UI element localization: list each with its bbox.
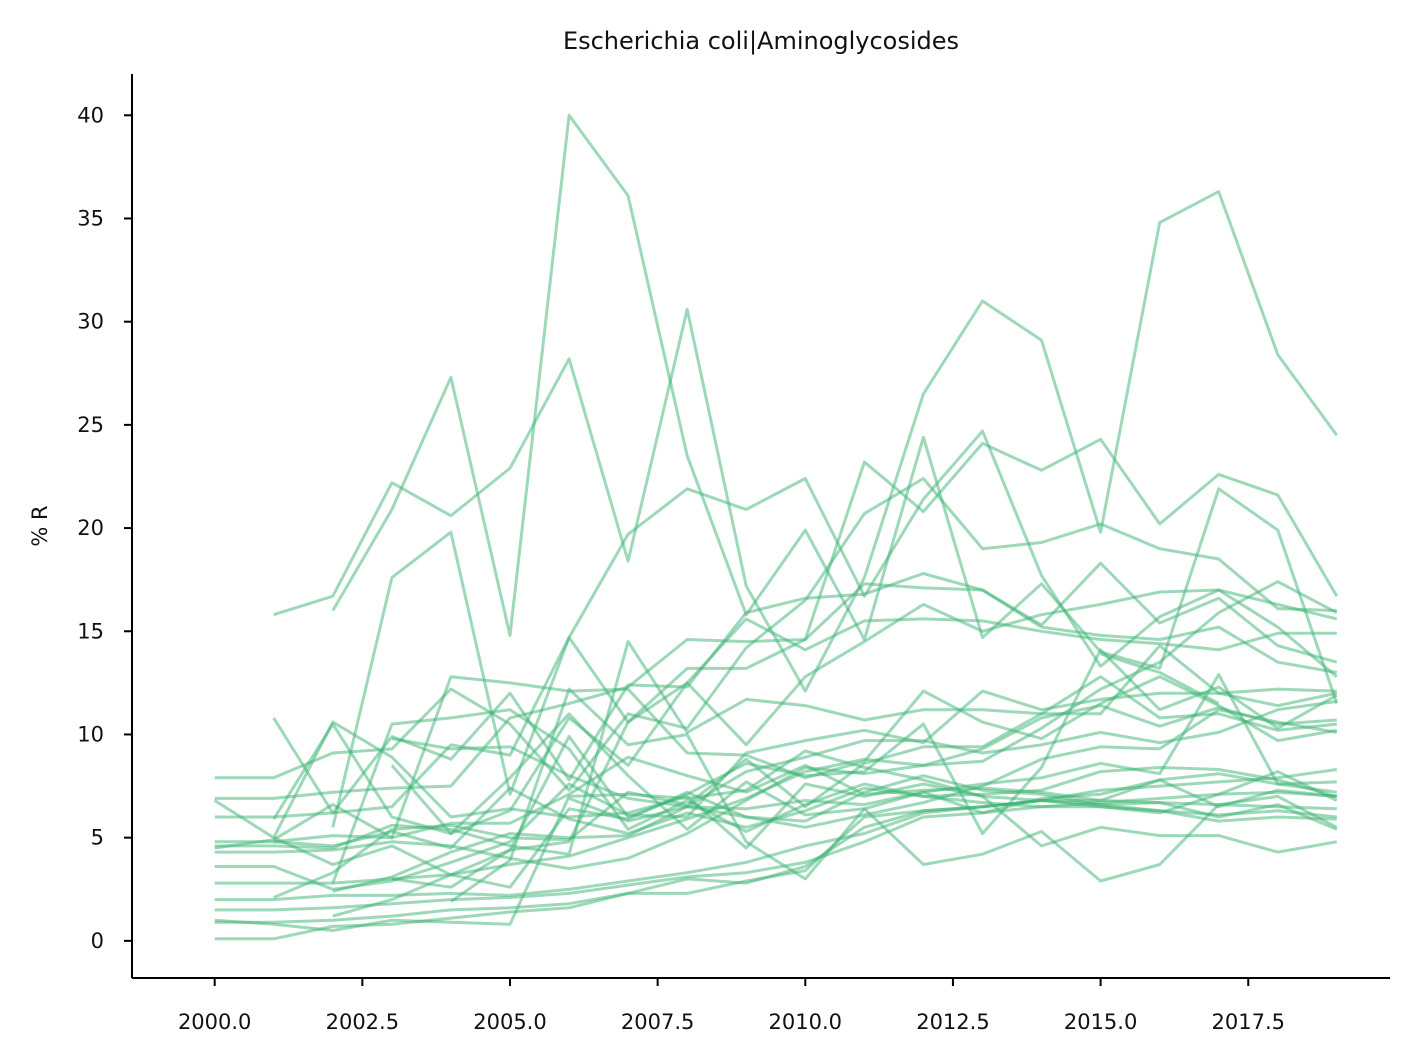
series-line-24 (332, 561, 1338, 918)
series-line-12 (214, 704, 1337, 885)
series-line-31 (568, 708, 1338, 829)
y-axis-title: % R (28, 505, 52, 546)
series-line-20 (273, 644, 1338, 899)
series-layer (213, 113, 1339, 941)
series-line-32 (1100, 652, 1220, 705)
y-tick-label: 0 (91, 929, 104, 953)
x-tick-label: 2012.5 (916, 1010, 989, 1034)
y-tick-label: 25 (77, 413, 104, 437)
series-line-30 (450, 687, 1338, 903)
x-axis-ticks: 2000.0 2002.5 2005.0 2007.5 2010.0 2012.5 2015… (178, 978, 1285, 1034)
y-tick-label: 10 (77, 722, 104, 746)
y-tick-label: 30 (77, 310, 104, 334)
x-tick-label: 2017.5 (1212, 1010, 1285, 1034)
x-tick-label: 2002.5 (326, 1010, 399, 1034)
y-tick-label: 20 (77, 516, 104, 540)
x-tick-label: 2005.0 (473, 1010, 546, 1034)
y-axis-ticks: 0 5 10 15 20 25 30 35 40 (77, 103, 132, 953)
series-line-1 (273, 190, 1339, 693)
x-tick-label: 2015.0 (1064, 1010, 1137, 1034)
y-tick-label: 5 (91, 826, 104, 850)
series-line-18 (213, 720, 1338, 854)
series-line-26 (331, 708, 1338, 884)
x-tick-label: 2000.0 (178, 1010, 251, 1034)
series-line-14 (214, 790, 1337, 912)
series-line-28 (391, 648, 1338, 889)
series-line-8 (214, 675, 1338, 844)
y-tick-label: 15 (77, 619, 104, 643)
x-tick-label: 2007.5 (621, 1010, 694, 1034)
x-tick-label: 2010.0 (769, 1010, 842, 1034)
series-line-6 (214, 437, 1339, 800)
series-line-2 (331, 113, 1339, 704)
series-line-7 (214, 617, 1337, 819)
series-line-3 (331, 429, 1338, 828)
y-tick-label: 35 (77, 206, 104, 230)
series-line-27 (391, 673, 1337, 811)
series-line-21 (273, 770, 1338, 850)
series-line-9 (214, 640, 1337, 856)
y-tick-label: 40 (77, 103, 104, 127)
chart-title: Escherichia coli|Aminoglycosides (563, 27, 959, 55)
